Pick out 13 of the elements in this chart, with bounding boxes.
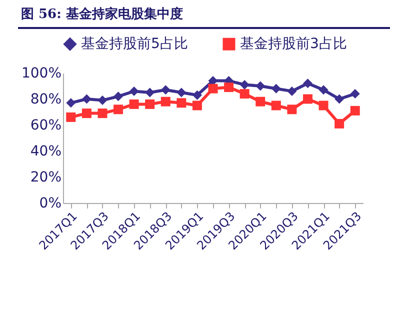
y-tick-label: 100% bbox=[21, 66, 62, 82]
point bbox=[302, 94, 312, 104]
legend-label: 基金持股前3占比 bbox=[240, 36, 347, 52]
y-tick-label: 40% bbox=[30, 144, 62, 160]
point bbox=[114, 92, 124, 102]
y-tick-label: 60% bbox=[30, 118, 62, 134]
y-tick-label: 80% bbox=[30, 92, 62, 108]
point bbox=[114, 104, 124, 114]
legend-label: 基金持股前5占比 bbox=[81, 36, 188, 52]
y-tick-label: 0% bbox=[39, 196, 62, 212]
point bbox=[302, 78, 312, 88]
chart-title: 图 56: 基金持家电股集中度 bbox=[20, 6, 183, 22]
y-tick-label: 20% bbox=[30, 170, 62, 186]
